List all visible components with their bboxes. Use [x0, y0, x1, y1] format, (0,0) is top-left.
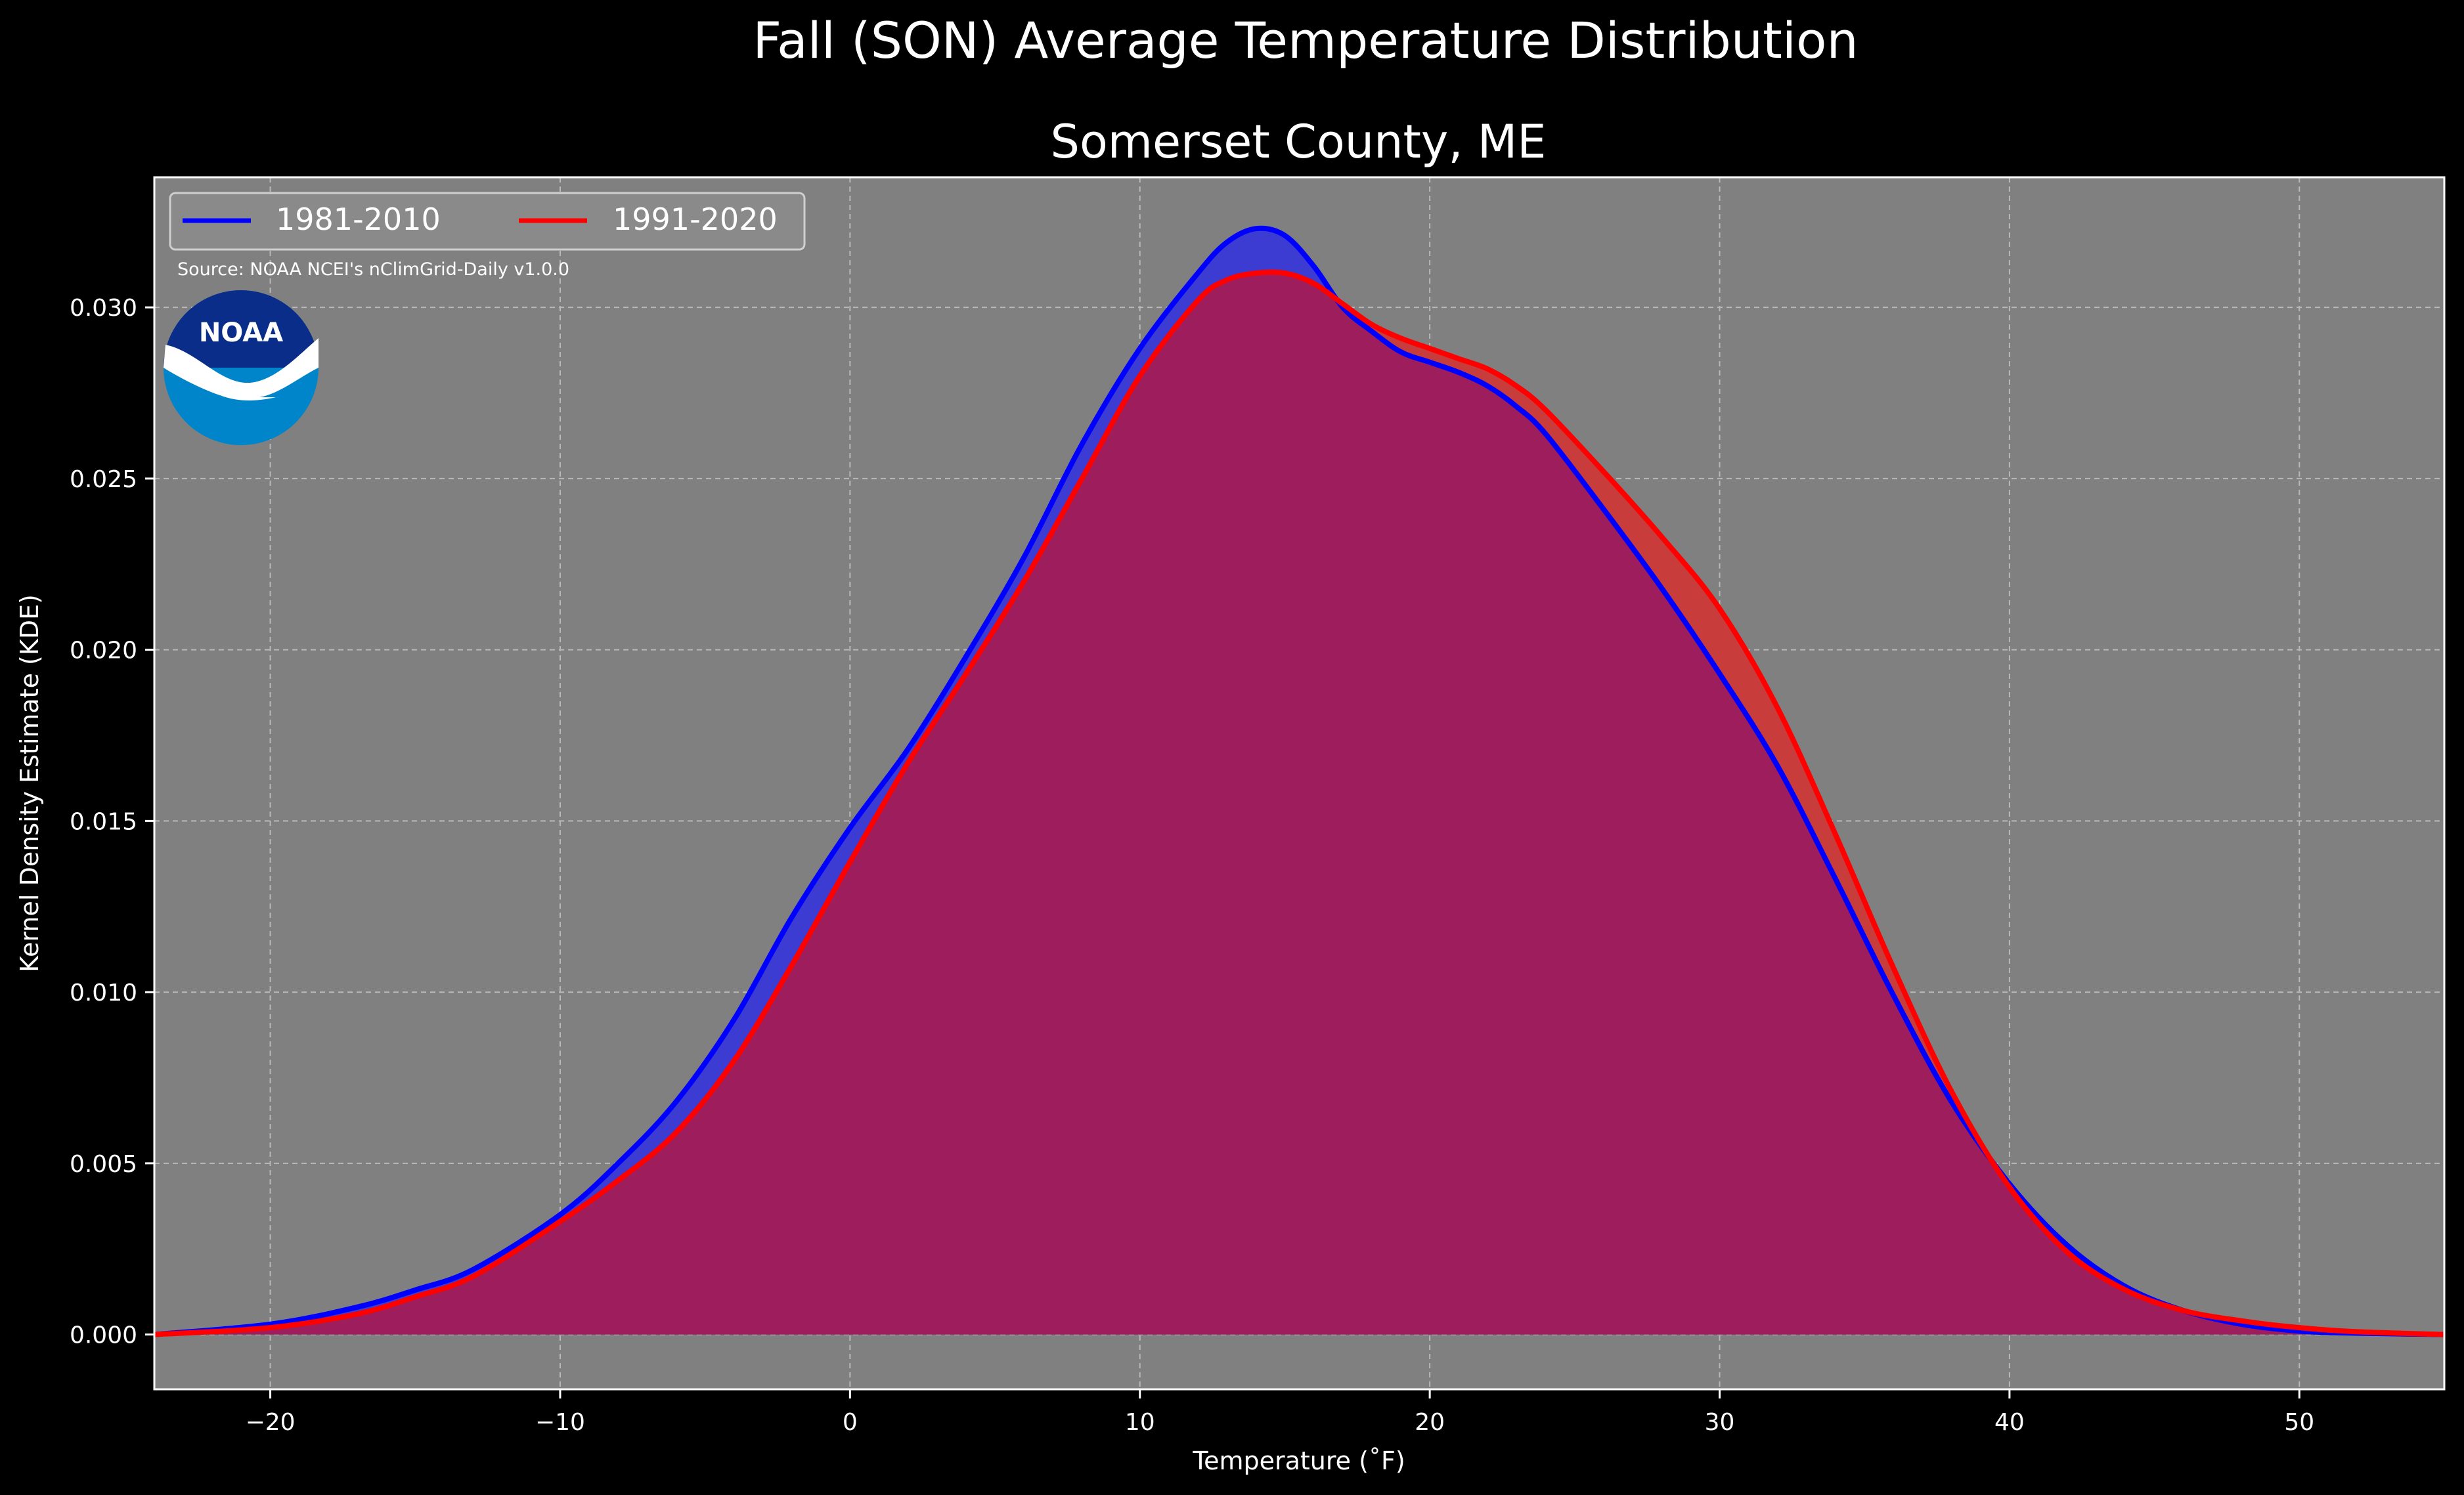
legend: 1981-2010 1991-2020 [169, 192, 806, 251]
density-line-1991-2020 [154, 269, 2445, 1337]
legend-box [169, 192, 806, 251]
legend-label-1991-2020: 1991-2020 [613, 202, 778, 237]
y-axis-label: Kernel Density Estimate (KDE) [15, 594, 44, 972]
y-tick-label: 0.030 [70, 295, 137, 322]
x-tick-label: 0 [843, 1409, 858, 1436]
x-tick-label: 10 [1125, 1409, 1155, 1436]
y-tick-label: 0.015 [70, 808, 137, 835]
density-lines [154, 225, 2445, 1337]
chart-title: Somerset County, ME [1051, 115, 1547, 169]
x-tick-label: 30 [1705, 1409, 1735, 1436]
y-tick-label: 0.005 [70, 1151, 137, 1178]
plot-frame [153, 176, 2446, 1391]
noaa-logo-bird [164, 338, 319, 401]
noaa-logo-text: NOAA [199, 318, 283, 348]
y-tick-label: 0.000 [70, 1322, 137, 1349]
noaa-logo: NOAA [164, 290, 319, 445]
chart-suptitle: Fall (SON) Average Temperature Distribut… [753, 11, 1858, 70]
x-tick-label: 20 [1415, 1409, 1445, 1436]
legend-label-1981-2010: 1981-2010 [276, 202, 441, 237]
x-tick-label: −20 [246, 1409, 296, 1436]
x-axis-label: Temperature (˚F) [1192, 1446, 1405, 1475]
source-note: Source: NOAA NCEI's nClimGrid-Daily v1.0… [177, 259, 569, 280]
x-tick-label: −10 [535, 1409, 585, 1436]
density-overlap-area [154, 272, 2444, 1335]
y-tick-label: 0.025 [70, 466, 137, 493]
y-tick-label: 0.010 [70, 980, 137, 1007]
x-tick-label: 50 [2284, 1409, 2314, 1436]
x-tick-label: 40 [1994, 1409, 2025, 1436]
y-tick-label: 0.020 [70, 638, 137, 664]
axis-ticks: −20 −10 0 10 20 30 40 50 0.000 0.005 0.010 0.015 0.0… [70, 295, 2314, 1436]
noaa-logo-top [164, 290, 319, 368]
density-areas [154, 228, 2444, 1335]
